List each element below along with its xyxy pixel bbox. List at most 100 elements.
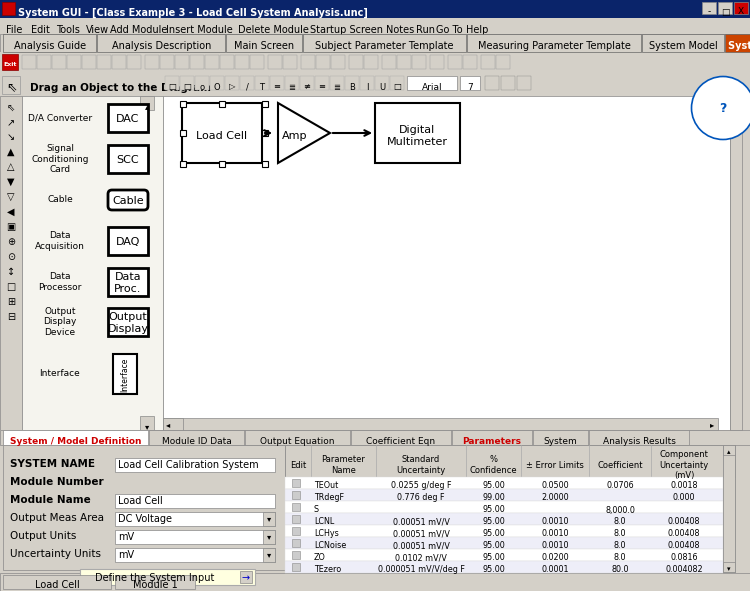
Text: Cable: Cable	[47, 196, 73, 204]
Bar	[235, 55, 249, 69]
Text: 0.00051 mV/V: 0.00051 mV/V	[392, 530, 449, 538]
Text: Run: Run	[416, 25, 436, 35]
Text: Load Cell: Load Cell	[118, 496, 163, 506]
Text: D/A Converter: D/A Converter	[28, 113, 92, 122]
Text: Module Number: Module Number	[10, 477, 104, 487]
Bar	[262, 161, 268, 167]
Text: 95.00: 95.00	[482, 482, 505, 491]
Bar	[180, 101, 186, 107]
Text: Cable: Cable	[112, 196, 144, 206]
Bar	[292, 491, 300, 499]
Text: 0.0018: 0.0018	[670, 482, 698, 491]
Text: ⊕: ⊕	[7, 237, 15, 247]
Bar	[180, 130, 186, 136]
Bar	[263, 512, 275, 526]
Bar	[140, 96, 154, 110]
Bar	[115, 575, 195, 589]
Bar	[517, 76, 531, 90]
Text: Analysis Results: Analysis Results	[602, 437, 676, 446]
Text: Delete Module: Delete Module	[238, 25, 309, 35]
Bar	[80, 569, 255, 585]
Text: △: △	[8, 162, 15, 172]
Text: File: File	[6, 25, 22, 35]
Text: 0.00408: 0.00408	[668, 518, 700, 527]
Bar	[52, 55, 66, 69]
Text: 99.00: 99.00	[482, 493, 505, 502]
Text: 0.00408: 0.00408	[668, 541, 700, 550]
Bar	[452, 430, 532, 445]
Text: 8.0: 8.0	[614, 530, 626, 538]
Bar	[702, 2, 716, 14]
Bar	[0, 34, 750, 52]
Text: Coefficient: Coefficient	[597, 460, 643, 469]
Bar	[496, 55, 510, 69]
Text: ▲: ▲	[8, 147, 15, 157]
Text: DC Voltage: DC Voltage	[118, 514, 172, 524]
Text: Uncertainty Units: Uncertainty Units	[10, 549, 101, 559]
Bar	[292, 527, 300, 535]
Text: TEzero: TEzero	[314, 566, 341, 574]
Text: Drag an Object to the Diagram: Drag an Object to the Diagram	[30, 83, 211, 93]
Bar	[292, 479, 300, 487]
Bar	[262, 101, 268, 107]
Bar	[219, 101, 225, 107]
Text: Data
Proc.: Data Proc.	[114, 272, 142, 294]
Bar	[292, 503, 300, 511]
Bar	[292, 551, 300, 559]
Bar	[22, 55, 36, 69]
Text: ▾: ▾	[728, 566, 730, 572]
Text: ⊟: ⊟	[7, 312, 15, 322]
Text: 0.0816: 0.0816	[670, 554, 698, 563]
Text: ▾: ▾	[267, 532, 272, 541]
Text: ≢: ≢	[304, 83, 310, 92]
Bar	[642, 34, 724, 52]
Text: System Model: System Model	[649, 41, 717, 51]
Bar	[316, 55, 330, 69]
Text: Parameters: Parameters	[463, 437, 521, 446]
Bar	[0, 18, 750, 34]
Text: SCC: SCC	[117, 155, 140, 165]
Bar	[82, 55, 96, 69]
Text: ◂: ◂	[166, 421, 170, 430]
Bar	[412, 55, 426, 69]
Bar	[481, 55, 495, 69]
Bar	[240, 571, 252, 583]
Bar	[485, 76, 499, 90]
Text: LCNoise: LCNoise	[314, 541, 346, 550]
Text: 95.00: 95.00	[482, 554, 505, 563]
Text: □: □	[168, 83, 176, 92]
Bar	[263, 548, 275, 562]
Bar	[730, 96, 742, 430]
Text: Subject Parameter Template: Subject Parameter Template	[315, 41, 454, 51]
Text: Notes: Notes	[386, 25, 415, 35]
Bar	[723, 445, 735, 455]
Bar	[351, 430, 451, 445]
Text: 0.0200: 0.0200	[542, 554, 568, 563]
Text: Data
Acquisition: Data Acquisition	[35, 231, 85, 251]
Text: o: o	[200, 83, 205, 92]
Bar	[301, 55, 315, 69]
Bar	[108, 227, 148, 255]
Text: X: X	[738, 8, 744, 17]
Text: 8.0: 8.0	[614, 518, 626, 527]
Bar	[292, 515, 300, 523]
Text: Analysis Description: Analysis Description	[112, 41, 211, 51]
Text: -: -	[707, 8, 711, 17]
Text: ▴: ▴	[145, 102, 149, 112]
Bar	[292, 539, 300, 547]
Bar	[270, 76, 284, 90]
Text: %
Confidence: % Confidence	[470, 455, 518, 475]
Text: 8.0: 8.0	[614, 554, 626, 563]
Text: mV: mV	[118, 550, 134, 560]
Bar	[0, 74, 750, 96]
Bar	[3, 445, 285, 570]
Bar	[113, 354, 137, 394]
Bar	[390, 76, 404, 90]
Text: ≣: ≣	[334, 83, 340, 92]
Bar	[375, 103, 460, 163]
Bar	[108, 145, 148, 173]
Text: Measuring Parameter Template: Measuring Parameter Template	[478, 41, 631, 51]
Text: ZO: ZO	[314, 554, 326, 563]
Bar	[0, 430, 750, 573]
Text: TRdegF: TRdegF	[314, 493, 344, 502]
